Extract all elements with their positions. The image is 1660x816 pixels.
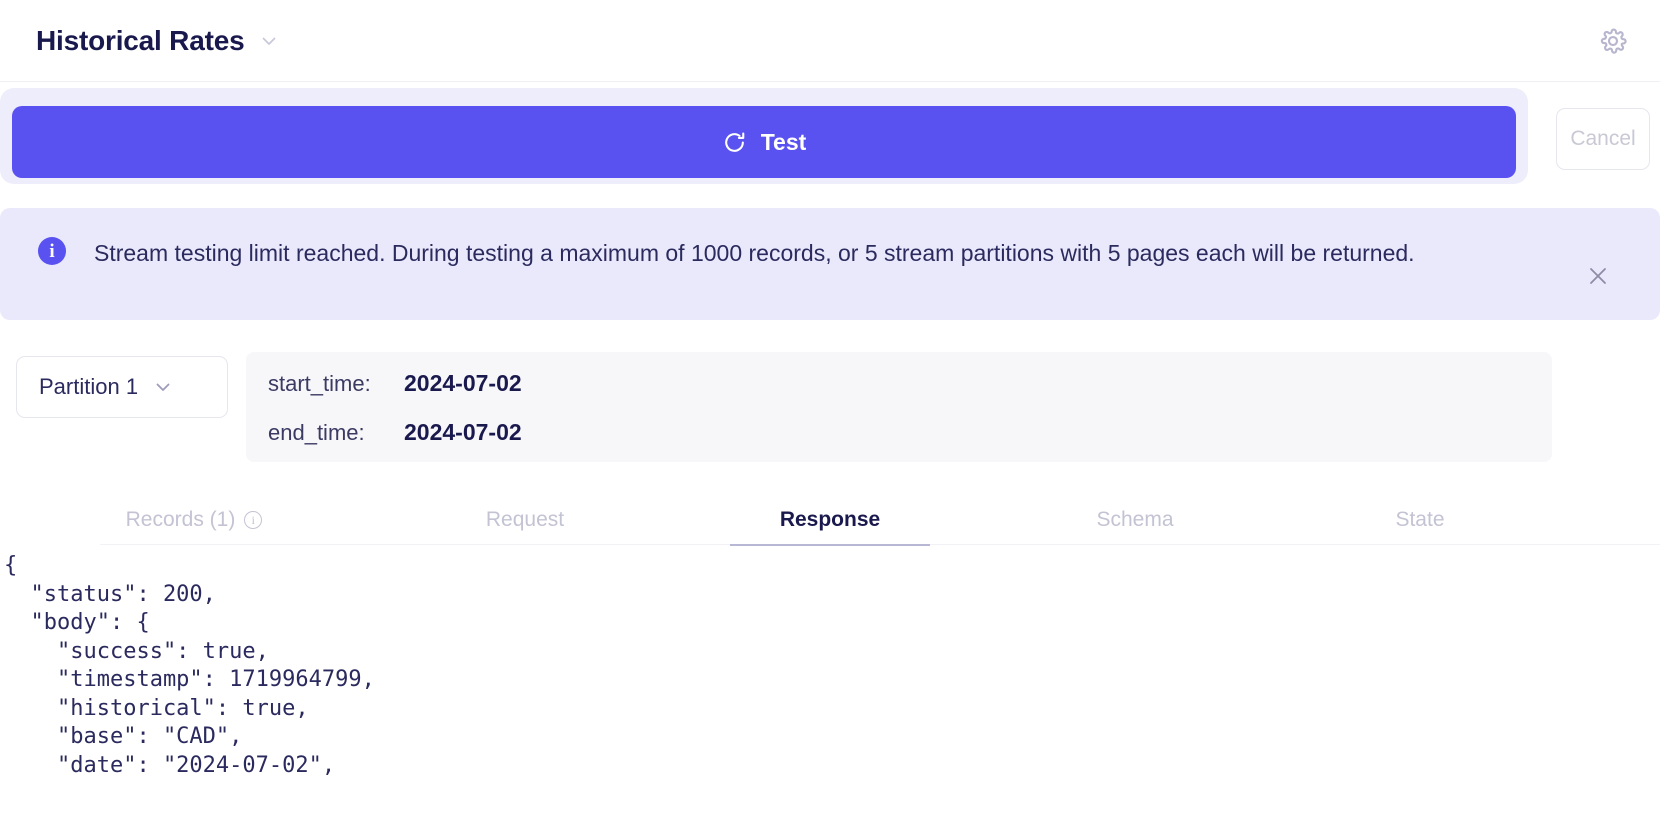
tab-records[interactable]: Records (1) i: [100, 496, 288, 546]
panel-header: Historical Rates: [0, 0, 1660, 82]
slice-row: end_time: 2024-07-02: [268, 419, 522, 446]
partition-select-value: Partition 1: [39, 374, 139, 399]
tab-label: Response: [779, 508, 881, 531]
slice-value: 2024-07-02: [404, 370, 522, 396]
tab-label: Records (1): [125, 508, 236, 531]
tab-schema[interactable]: Schema: [1040, 496, 1230, 546]
tab-request[interactable]: Request: [400, 496, 650, 546]
info-circle-icon: i: [38, 237, 66, 265]
test-toolbar: Test: [0, 82, 1660, 190]
page-title: Historical Rates: [36, 24, 245, 56]
test-button-shell: Test: [0, 88, 1528, 184]
chevron-down-icon[interactable]: [260, 32, 278, 50]
chevron-down-icon: [154, 378, 172, 396]
response-json-viewer[interactable]: { "status": 200, "body": { "success": tr…: [4, 553, 375, 778]
test-button[interactable]: Test: [12, 106, 1516, 178]
info-banner: [0, 208, 1660, 320]
close-icon[interactable]: [1580, 258, 1616, 294]
test-button-label: Test: [760, 128, 807, 155]
info-circle-icon[interactable]: i: [244, 511, 263, 529]
tab-label: Request: [485, 508, 565, 531]
slice-row: start_time: 2024-07-02: [268, 370, 522, 397]
gear-icon[interactable]: [1594, 22, 1632, 60]
refresh-spinner-icon: [722, 130, 747, 155]
tab-label: State: [1395, 508, 1445, 531]
cancel-button[interactable]: Cancel: [1556, 108, 1650, 170]
tab-label: Schema: [1096, 508, 1174, 531]
result-tabs: Records (1) i Request Response Schema St…: [0, 496, 1660, 546]
slice-key: start_time:: [268, 371, 371, 396]
tab-response[interactable]: Response: [730, 496, 930, 546]
slice-info-panel: [246, 352, 1552, 462]
stream-title-group[interactable]: Historical Rates: [36, 25, 278, 57]
partition-select[interactable]: Partition 1: [16, 356, 228, 418]
tab-state[interactable]: State: [1340, 496, 1500, 546]
slice-value: 2024-07-02: [404, 419, 522, 445]
slice-key: end_time:: [268, 420, 365, 445]
info-banner-message: Stream testing limit reached. During tes…: [94, 240, 1415, 266]
